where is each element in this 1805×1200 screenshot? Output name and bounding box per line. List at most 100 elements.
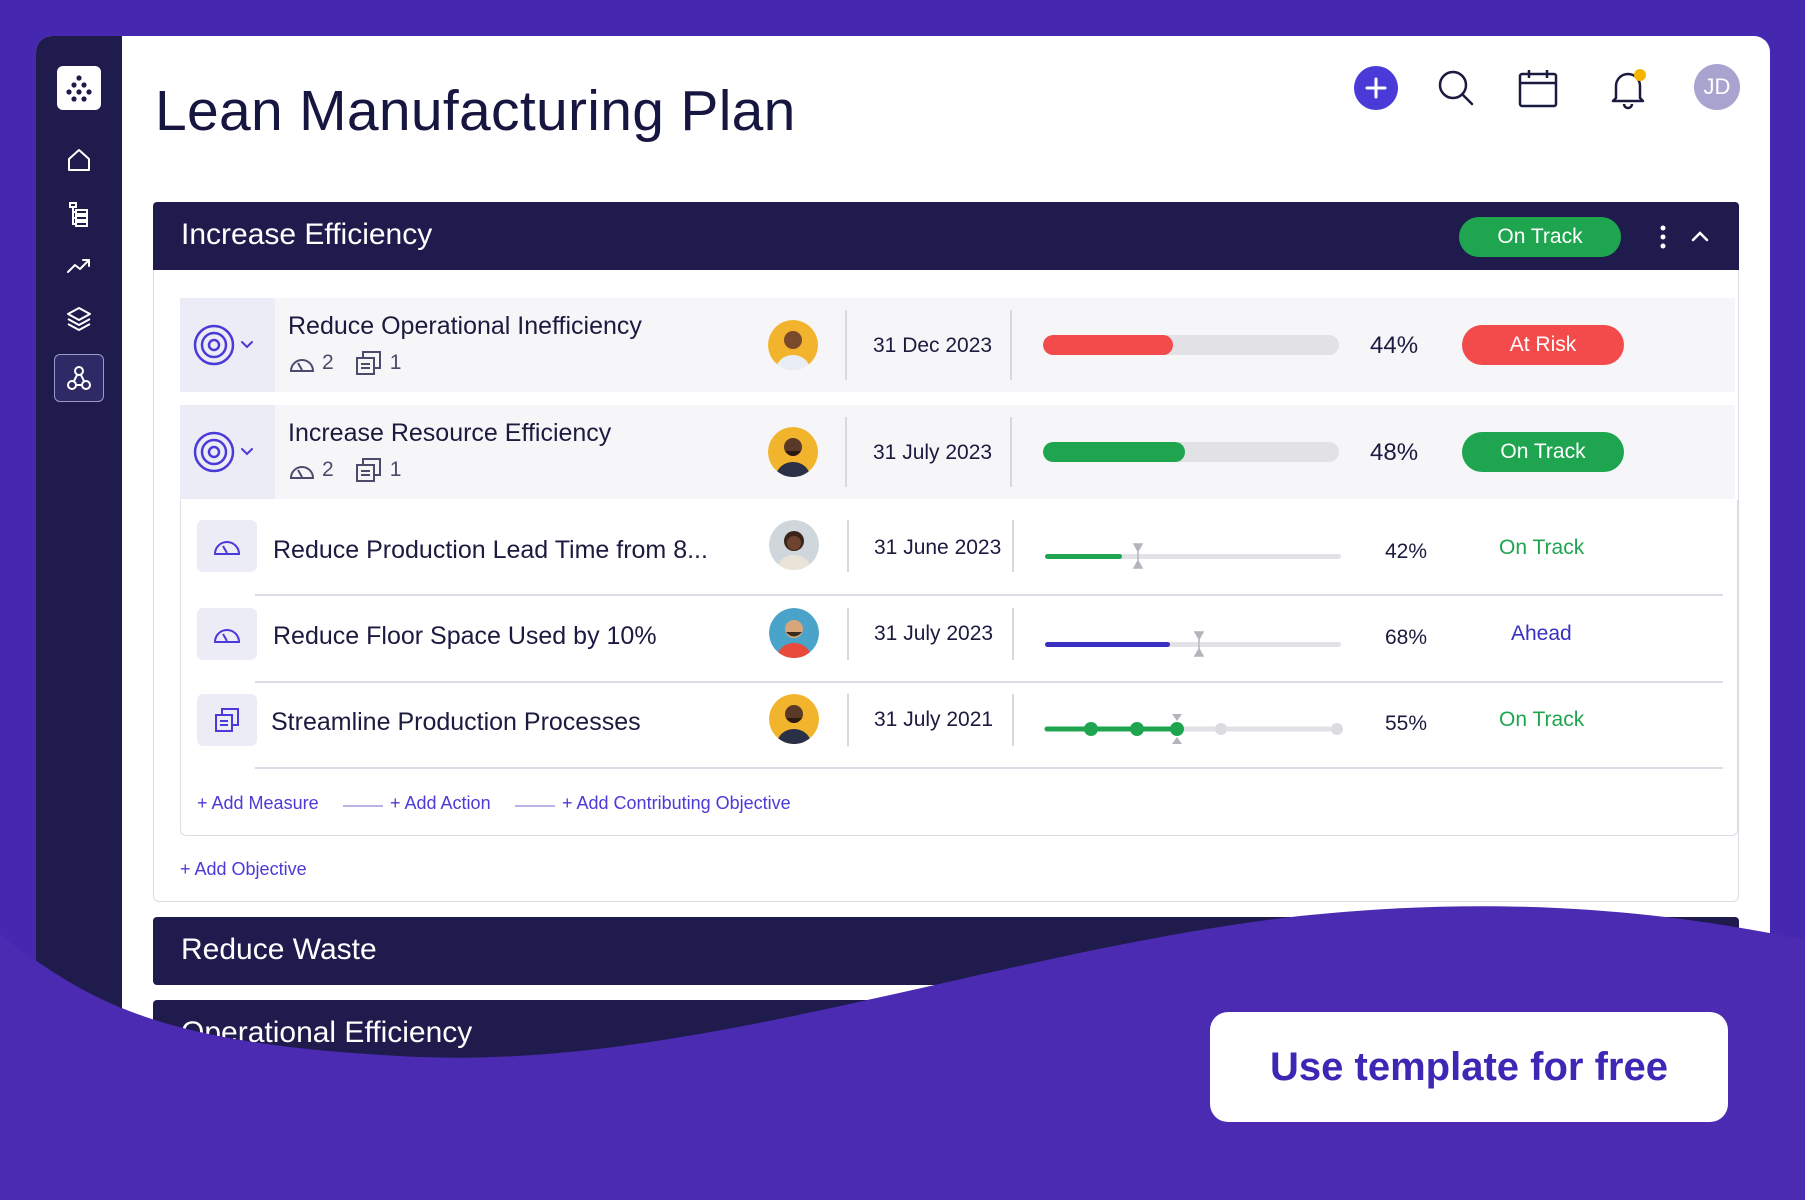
person-avatar-icon (768, 427, 818, 477)
bell-icon (1611, 69, 1646, 110)
progress-percent: 68% (1385, 626, 1428, 649)
status-text: On Track (1499, 708, 1585, 731)
section-title: Reduce Waste (181, 933, 377, 966)
row-divider (255, 681, 1723, 683)
trend-icon (67, 259, 90, 273)
key-result-title[interactable]: Reduce Production Lead Time from 8... (273, 536, 708, 564)
divider (1012, 520, 1014, 572)
progress-track (1045, 554, 1341, 559)
objective-row[interactable]: Increase Resource Efficiency 2 1 31 July… (180, 405, 1735, 499)
status-text: On Track (1499, 536, 1585, 559)
key-results-panel: Reduce Production Lead Time from 8... 31… (180, 500, 1738, 836)
sidebar-item-hierarchy[interactable] (54, 354, 104, 402)
avatar[interactable] (768, 427, 818, 477)
section-title: Operational Efficiency (181, 1016, 473, 1049)
section-title: Increase Efficiency (181, 218, 433, 251)
avatar[interactable] (769, 608, 819, 658)
milestone-done (1170, 722, 1184, 736)
divider (1010, 310, 1012, 380)
progress-fill (1045, 554, 1123, 559)
key-result-title[interactable]: Streamline Production Processes (271, 708, 641, 736)
objective-title[interactable]: Reduce Operational Inefficiency (288, 312, 642, 340)
target-marker-icon (1193, 631, 1205, 657)
divider (1012, 694, 1014, 746)
objective-icon-box[interactable] (180, 298, 275, 392)
notifications-button[interactable] (1604, 64, 1652, 112)
milestone-progress (1044, 714, 1343, 744)
progress-percent: 44% (1370, 332, 1419, 359)
target-marker-icon (1172, 714, 1182, 744)
list-tree-icon (69, 202, 88, 227)
divider (1010, 417, 1012, 487)
progress-track (1045, 642, 1341, 647)
gauge-icon (213, 629, 241, 643)
sidebar-item-list[interactable] (54, 190, 104, 238)
hierarchy-icon (67, 366, 91, 390)
measure-icon-box[interactable] (197, 520, 257, 572)
chevron-up-icon[interactable] (1683, 220, 1717, 254)
person-avatar-icon (768, 320, 818, 370)
search-button[interactable] (1432, 64, 1480, 112)
objective-date: 31 Dec 2023 (873, 334, 993, 357)
measure-count: 2 (322, 458, 334, 481)
more-options-icon[interactable] (1653, 220, 1673, 254)
row-divider (255, 594, 1723, 596)
add-objective-link[interactable]: + Add Objective (180, 859, 307, 879)
measure-icon-box[interactable] (197, 608, 257, 660)
search-icon (1438, 70, 1474, 106)
gauge-icon (289, 466, 315, 479)
calendar-icon (1518, 70, 1558, 108)
objective-row[interactable]: Reduce Operational Inefficiency 2 1 31 D… (180, 298, 1735, 392)
sidebar (36, 36, 122, 1136)
user-avatar[interactable]: JD (1694, 64, 1740, 110)
section-header: Increase Efficiency On Track (153, 202, 1739, 270)
divider (1012, 608, 1014, 660)
plus-icon (1365, 77, 1387, 99)
action-icon-box[interactable] (197, 694, 257, 746)
gauge-icon (289, 359, 315, 372)
add-button[interactable] (1354, 66, 1398, 110)
key-result-title[interactable]: Reduce Floor Space Used by 10% (273, 622, 657, 650)
section-header-collapsed[interactable]: Reduce Waste (153, 917, 1739, 985)
add-contributing-objective-link[interactable]: + Add Contributing Objective (562, 793, 791, 813)
avatar[interactable] (768, 320, 818, 370)
status-pill: On Track (1462, 432, 1624, 472)
action-document-icon (215, 708, 239, 732)
avatar[interactable] (769, 694, 819, 744)
objective-icon-box[interactable] (180, 405, 275, 499)
progress-fill (1045, 642, 1170, 647)
milestone-pending (1215, 723, 1227, 735)
target-icon (193, 431, 253, 473)
person-avatar-icon (769, 608, 819, 658)
sidebar-item-trends[interactable] (54, 242, 104, 290)
key-result-date: 31 July 2021 (874, 708, 994, 731)
section-status-badge: On Track (1459, 217, 1621, 257)
add-action-link[interactable]: + Add Action (390, 793, 491, 813)
milestone-done (1130, 722, 1144, 736)
status-pill: At Risk (1462, 325, 1624, 365)
objective-meta: 2 1 (288, 350, 401, 376)
progress-bar-fill (1043, 442, 1186, 462)
target-icon (193, 324, 253, 366)
progress-percent: 42% (1385, 540, 1428, 563)
sidebar-item-home[interactable] (54, 136, 104, 184)
target-marker-icon (1132, 543, 1144, 569)
add-measure-link[interactable]: + Add Measure (197, 793, 319, 813)
calendar-button[interactable] (1514, 64, 1562, 112)
logo-icon (66, 75, 92, 102)
page-title: Lean Manufacturing Plan (155, 79, 796, 143)
sidebar-item-layers[interactable] (54, 294, 104, 342)
objective-meta: 2 1 (288, 457, 401, 483)
use-template-button[interactable]: Use template for free (1210, 1012, 1728, 1122)
divider (847, 520, 849, 572)
divider (847, 608, 849, 660)
action-document-icon (355, 458, 381, 482)
status-text: Ahead (1511, 622, 1572, 645)
progress-bar-fill (1043, 335, 1174, 355)
divider (845, 310, 847, 380)
objective-title[interactable]: Increase Resource Efficiency (288, 419, 612, 447)
app-logo[interactable] (57, 66, 101, 110)
action-document-icon (355, 351, 381, 375)
link-separator (343, 805, 383, 807)
avatar[interactable] (769, 520, 819, 570)
